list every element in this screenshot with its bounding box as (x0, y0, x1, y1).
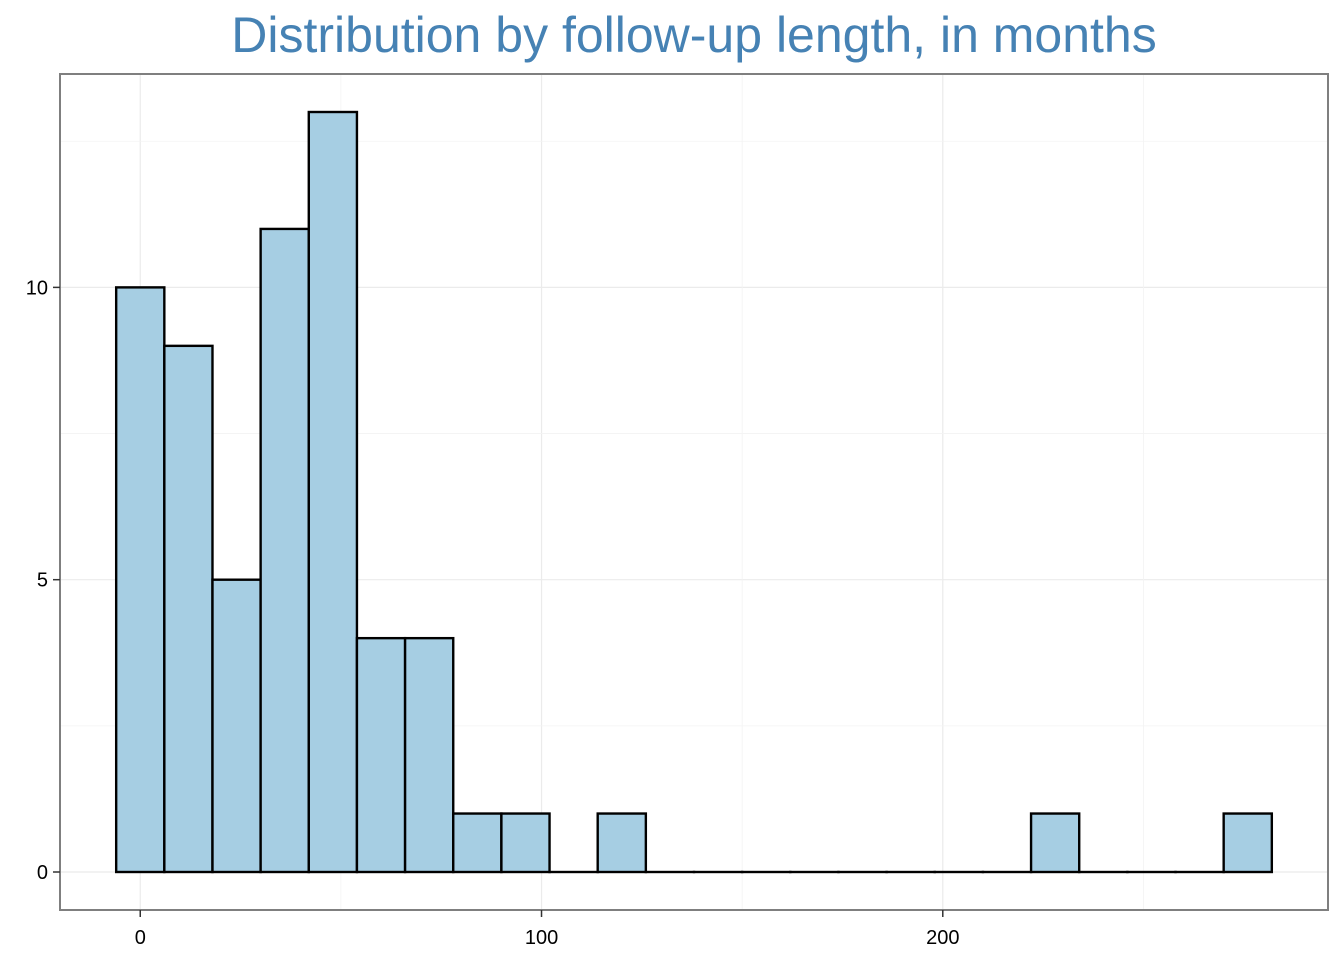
histogram-bar (114, 286, 166, 874)
histogram-bar (452, 812, 503, 874)
x-tick-label: 0 (135, 927, 146, 949)
panel-border (59, 73, 1329, 911)
histogram-bar (596, 812, 648, 874)
histogram-bar (307, 110, 359, 874)
grid-lines (60, 74, 1328, 910)
y-tick-label: 10 (26, 277, 48, 299)
histogram-bar (259, 227, 310, 874)
histogram-bar (211, 578, 262, 874)
histogram-bar (163, 344, 214, 874)
x-tick-label: 100 (525, 927, 558, 949)
y-tick-label: 5 (37, 570, 48, 592)
histogram-bar (1222, 812, 1274, 874)
x-tick-label: 200 (926, 927, 959, 949)
histogram-bar (355, 636, 407, 874)
y-axis: 0 5 10 (26, 277, 60, 884)
histogram-bar (500, 812, 551, 874)
histogram-bar (403, 636, 455, 874)
chart-title: Distribution by follow-up length, in mon… (231, 7, 1157, 63)
histogram-bar (1029, 812, 1081, 874)
x-axis: 0 100 200 (135, 910, 959, 949)
y-tick-label: 0 (37, 862, 48, 884)
histogram-bars (114, 110, 1274, 874)
